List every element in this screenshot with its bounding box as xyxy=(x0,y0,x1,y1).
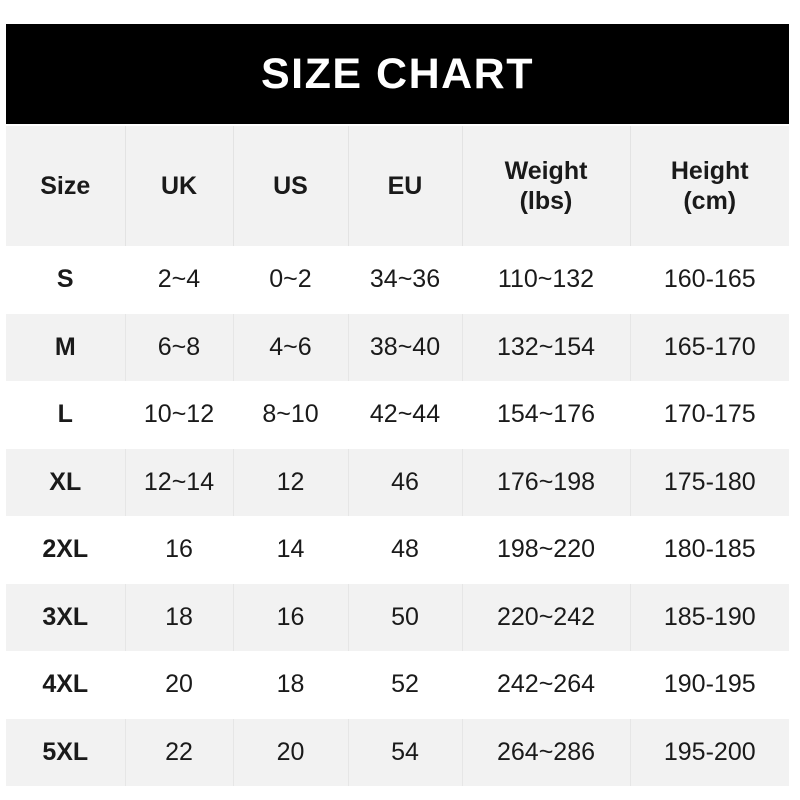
cell-uk: 16 xyxy=(165,535,193,564)
cell-height: 160-165 xyxy=(663,265,756,294)
cell-eu: 48 xyxy=(391,535,419,564)
cell-uk: 12~14 xyxy=(125,448,234,516)
cell-height: 190-195 xyxy=(663,670,756,699)
cell-size: 2XL xyxy=(42,535,89,564)
column-header-height-unit: (cm) xyxy=(683,187,737,215)
table-body: S 2~4 0~2 34~36 110~132 160-165 M 6~8 4~… xyxy=(6,246,789,786)
cell-us: 20 xyxy=(233,718,349,786)
table-header-row: Size UK US EU Weight (lbs) Height (cm) xyxy=(6,126,789,246)
cell-us: 16 xyxy=(233,583,349,651)
cell-uk: 2~4 xyxy=(157,265,201,294)
cell-uk: 20 xyxy=(165,670,193,699)
cell-size: 3XL xyxy=(6,583,126,651)
table-header: Size UK US EU Weight (lbs) Height (cm) xyxy=(6,126,789,246)
cell-height: 185-190 xyxy=(663,602,756,631)
size-chart-table: Size UK US EU Weight (lbs) Height (cm) xyxy=(6,126,789,786)
cell-weight: 198~220 xyxy=(496,535,596,564)
cell-weight: 110~132 xyxy=(497,265,595,294)
cell-us: 0~2 xyxy=(269,265,312,294)
table-row: 2XL 16 14 48 198~220 180-185 xyxy=(6,516,789,584)
cell-weight: 132~154 xyxy=(462,313,631,381)
cell-height: 195-200 xyxy=(663,737,756,766)
cell-us: 8~10 xyxy=(262,400,319,429)
cell-weight: 220~242 xyxy=(462,583,631,651)
cell-weight: 154~176 xyxy=(496,400,596,429)
column-header-size: Size xyxy=(6,126,126,246)
cell-size: M xyxy=(6,313,126,381)
cell-size: S xyxy=(56,265,74,294)
table-row: 3XL 18 16 50 220~242 185-190 xyxy=(6,583,789,651)
column-header-us: US xyxy=(233,126,349,246)
column-header-weight-label: Weight xyxy=(504,156,588,185)
page-title: SIZE CHART xyxy=(261,49,534,98)
cell-eu: 34~36 xyxy=(369,265,441,294)
cell-height: 165-170 xyxy=(663,332,756,361)
cell-size: XL xyxy=(6,448,126,516)
column-header-height-label: Height xyxy=(670,156,749,185)
column-header-eu: EU xyxy=(348,126,463,246)
table-row: XL 12~14 12 46 176~198 175-180 xyxy=(6,448,789,516)
cell-height: 180-185 xyxy=(663,535,756,564)
table-row: 5XL 22 20 54 264~286 195-200 xyxy=(6,718,789,786)
cell-eu: 46 xyxy=(348,448,463,516)
cell-size: 4XL xyxy=(42,670,89,699)
cell-eu: 52 xyxy=(391,670,419,699)
title-banner: SIZE CHART xyxy=(6,24,789,124)
table-row: M 6~8 4~6 38~40 132~154 165-170 xyxy=(6,313,789,381)
table-row: 4XL 20 18 52 242~264 190-195 xyxy=(6,651,789,719)
cell-uk: 10~12 xyxy=(143,400,215,429)
cell-height: 175-180 xyxy=(663,467,756,496)
cell-size: 5XL xyxy=(6,718,126,786)
cell-eu: 38~40 xyxy=(348,313,463,381)
cell-eu: 50 xyxy=(348,583,463,651)
column-header-eu-label: EU xyxy=(387,171,423,200)
column-header-weight: Weight (lbs) xyxy=(462,126,631,246)
column-header-uk: UK xyxy=(125,126,234,246)
cell-height: 170-175 xyxy=(663,400,756,429)
cell-eu: 54 xyxy=(348,718,463,786)
cell-us: 18 xyxy=(276,670,305,699)
cell-us: 12 xyxy=(233,448,349,516)
column-header-height: Height (cm) xyxy=(630,126,789,246)
column-header-us-label: US xyxy=(273,171,308,200)
cell-weight: 242~264 xyxy=(496,670,596,699)
cell-uk: 22 xyxy=(125,718,234,786)
cell-us: 14 xyxy=(276,535,305,564)
cell-uk: 18 xyxy=(125,583,234,651)
cell-weight: 264~286 xyxy=(462,718,631,786)
column-header-weight-unit: (lbs) xyxy=(519,187,573,215)
cell-size: L xyxy=(57,400,73,429)
table-row: L 10~12 8~10 42~44 154~176 170-175 xyxy=(6,381,789,449)
table-row: S 2~4 0~2 34~36 110~132 160-165 xyxy=(6,246,789,314)
cell-us: 4~6 xyxy=(233,313,349,381)
cell-eu: 42~44 xyxy=(369,400,441,429)
cell-uk: 6~8 xyxy=(125,313,234,381)
cell-weight: 176~198 xyxy=(462,448,631,516)
column-header-uk-label: UK xyxy=(160,171,198,200)
column-header-size-label: Size xyxy=(40,171,91,200)
